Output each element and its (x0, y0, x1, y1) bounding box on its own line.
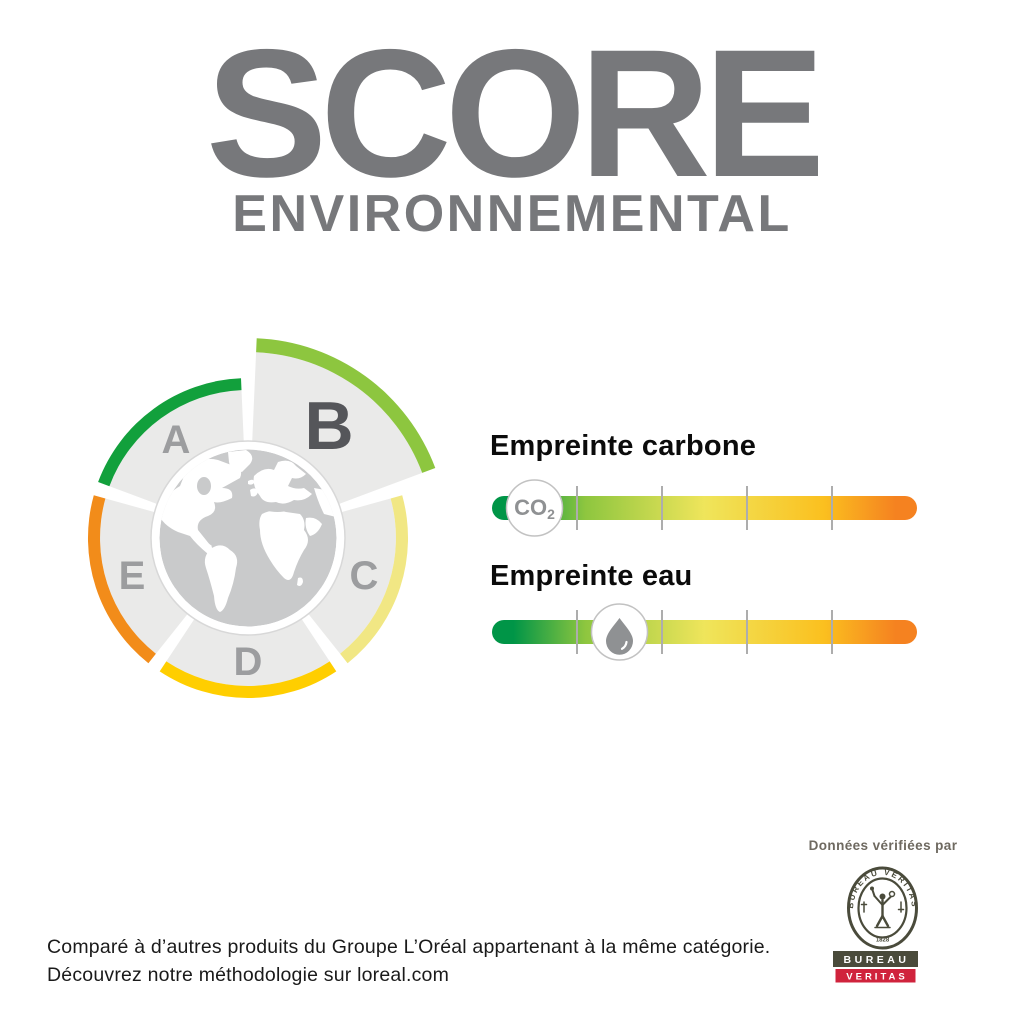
logo-bar-bureau-text: BUREAU (844, 954, 910, 966)
seal-outer-ring (847, 866, 918, 950)
carbon-footprint-label: Empreinte carbone (490, 430, 757, 462)
logo-bar-veritas (835, 969, 916, 983)
logo-bar-bureau (833, 951, 918, 967)
score-wheel: A B C D E (87, 338, 436, 698)
grade-label-a: A (162, 418, 191, 462)
carbon-marker: CO2 (505, 479, 564, 537)
arc-e (87, 495, 156, 664)
arc-d (159, 661, 337, 698)
svg-text:CO2: CO2 (514, 495, 555, 522)
grade-label-b-selected: B (304, 388, 353, 464)
arc-b (256, 338, 436, 473)
arc-a (98, 378, 242, 487)
logo-bar-veritas-text: VERITAS (846, 972, 907, 983)
bureau-veritas-logo: BUREAU VERITAS 1828 BUREAU VERITAS (833, 866, 918, 983)
water-drop-icon (606, 618, 633, 655)
grade-label-e: E (119, 554, 146, 598)
seal-figure (860, 886, 905, 929)
arc-c (340, 495, 409, 664)
carbon-footprint-scale: CO2 (492, 479, 917, 537)
page-subtitle: ENVIRONNEMENTAL (232, 185, 792, 243)
gradient-scale-bar (492, 496, 917, 520)
water-footprint-scale (492, 603, 917, 661)
seal-year: 1828 (876, 938, 890, 944)
water-marker (590, 603, 649, 661)
water-footprint-label: Empreinte eau (490, 560, 693, 592)
wheel-arcs (87, 338, 436, 698)
gradient-scale-bar (492, 620, 917, 644)
grade-label-d: D (234, 640, 263, 684)
grade-label-c: C (350, 554, 379, 598)
footnote-line-2: Découvrez notre méthodologie sur loreal.… (47, 964, 450, 987)
page-title: SCORE (205, 11, 825, 215)
verification-heading: Données vérifiées par (808, 838, 958, 853)
seal-inner-ring (857, 877, 908, 939)
co2-icon (505, 479, 564, 537)
footnote-line-1: Comparé à d’autres produits du Groupe L’… (47, 936, 771, 958)
footnote: Comparé à d’autres produits du Groupe L’… (47, 933, 770, 990)
